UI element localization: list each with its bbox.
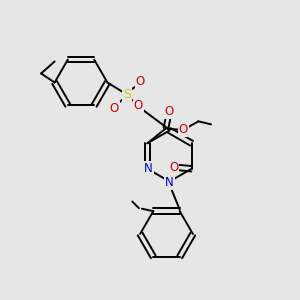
Text: O: O xyxy=(169,161,178,174)
Text: O: O xyxy=(110,101,119,115)
Text: O: O xyxy=(134,98,143,112)
Text: N: N xyxy=(144,162,153,175)
Text: N: N xyxy=(165,176,174,189)
Text: O: O xyxy=(179,123,188,136)
Text: O: O xyxy=(164,105,174,118)
Text: S: S xyxy=(123,88,131,101)
Text: O: O xyxy=(136,75,145,88)
